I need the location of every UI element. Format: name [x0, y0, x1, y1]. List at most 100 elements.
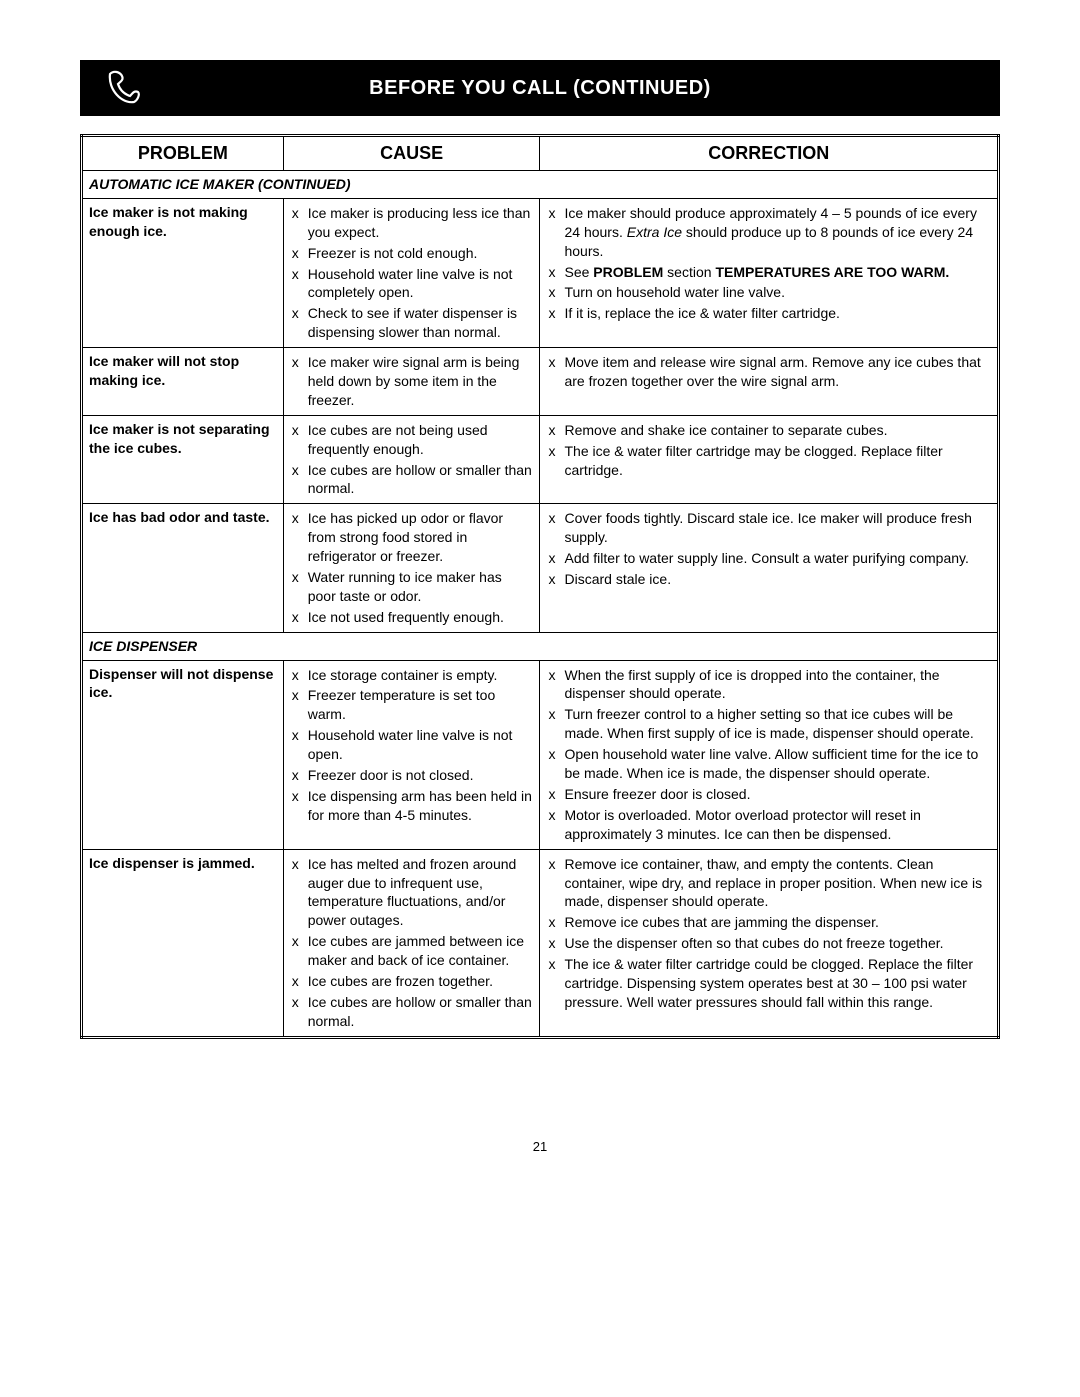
bullet-x: x	[290, 244, 308, 263]
correction-item: xRemove ice container, thaw, and empty t…	[546, 854, 991, 913]
correction-cell: xMove item and release wire signal arm. …	[540, 348, 999, 416]
bullet-x: x	[290, 932, 308, 951]
cause-item: xHousehold water line valve is not compl…	[290, 264, 534, 304]
correction-item: xCover foods tightly. Discard stale ice.…	[546, 508, 991, 548]
correction-item: xTurn freezer control to a higher settin…	[546, 704, 991, 744]
bullet-x: x	[290, 353, 308, 372]
correction-text: When the first supply of ice is dropped …	[564, 666, 991, 704]
cause-text: Ice maker wire signal arm is being held …	[308, 353, 534, 410]
correction-cell: xIce maker should produce approximately …	[540, 198, 999, 347]
section-row: ICE DISPENSER	[82, 632, 999, 660]
bullet-x: x	[290, 568, 308, 587]
correction-list: xWhen the first supply of ice is dropped…	[546, 665, 991, 845]
bullet-x: x	[546, 855, 564, 874]
bullet-x: x	[546, 509, 564, 528]
correction-item: xWhen the first supply of ice is dropped…	[546, 665, 991, 705]
bullet-x: x	[290, 204, 308, 223]
cause-item: xIce maker is producing less ice than yo…	[290, 203, 534, 243]
problem-cell: Ice maker will not stop making ice.	[82, 348, 284, 416]
section-title: AUTOMATIC ICE MAKER (CONTINUED)	[82, 171, 999, 199]
cause-text: Ice storage container is empty.	[308, 666, 534, 685]
correction-item: xRemove and shake ice container to separ…	[546, 420, 991, 441]
bullet-x: x	[290, 265, 308, 284]
cause-list: xIce storage container is empty.xFreezer…	[290, 665, 534, 826]
correction-item: xIce maker should produce approximately …	[546, 203, 991, 262]
correction-text: Turn freezer control to a higher setting…	[564, 705, 991, 743]
section-title: ICE DISPENSER	[82, 632, 999, 660]
table-row: Ice has bad odor and taste.xIce has pick…	[82, 504, 999, 632]
correction-text: Ensure freezer door is closed.	[564, 785, 991, 804]
correction-list: xCover foods tightly. Discard stale ice.…	[546, 508, 991, 590]
cause-list: xIce cubes are not being used frequently…	[290, 420, 534, 500]
table-row: Ice dispenser is jammed.xIce has melted …	[82, 849, 999, 1037]
cause-item: xIce maker wire signal arm is being held…	[290, 352, 534, 411]
cause-text: Ice maker is producing less ice than you…	[308, 204, 534, 242]
cause-text: Freezer temperature is set too warm.	[308, 686, 534, 724]
problem-cell: Ice dispenser is jammed.	[82, 849, 284, 1037]
cause-list: xIce has picked up odor or flavor from s…	[290, 508, 534, 627]
cause-item: xIce not used frequently enough.	[290, 607, 534, 628]
col-correction: CORRECTION	[540, 136, 999, 171]
bullet-x: x	[546, 549, 564, 568]
bullet-x: x	[290, 666, 308, 685]
cause-cell: xIce maker is producing less ice than yo…	[283, 198, 540, 347]
cause-item: xIce cubes are hollow or smaller than no…	[290, 460, 534, 500]
correction-text: Discard stale ice.	[564, 570, 991, 589]
problem-cell: Ice has bad odor and taste.	[82, 504, 284, 632]
correction-cell: xCover foods tightly. Discard stale ice.…	[540, 504, 999, 632]
correction-text: Open household water line valve. Allow s…	[564, 745, 991, 783]
header-row: PROBLEM CAUSE CORRECTION	[82, 136, 999, 171]
correction-list: xIce maker should produce approximately …	[546, 203, 991, 324]
correction-item: xThe ice & water filter cartridge may be…	[546, 441, 991, 481]
banner-title: BEFORE YOU CALL (CONTINUED)	[140, 77, 940, 100]
cause-item: xIce has melted and frozen around auger …	[290, 854, 534, 932]
correction-text: Move item and release wire signal arm. R…	[564, 353, 991, 391]
cause-text: Water running to ice maker has poor tast…	[308, 568, 534, 606]
cause-item: xHousehold water line valve is not open.	[290, 725, 534, 765]
page: BEFORE YOU CALL (CONTINUED) PROBLEM CAUS…	[0, 0, 1080, 1194]
correction-list: xMove item and release wire signal arm. …	[546, 352, 991, 392]
correction-item: xIf it is, replace the ice & water filte…	[546, 303, 991, 324]
cause-item: xIce dispensing arm has been held in for…	[290, 786, 534, 826]
correction-item: xMotor is overloaded. Motor overload pro…	[546, 805, 991, 845]
bullet-x: x	[290, 686, 308, 705]
cause-item: xFreezer temperature is set too warm.	[290, 685, 534, 725]
cause-text: Ice cubes are hollow or smaller than nor…	[308, 993, 534, 1031]
bullet-x: x	[290, 766, 308, 785]
section-row: AUTOMATIC ICE MAKER (CONTINUED)	[82, 171, 999, 199]
bullet-x: x	[290, 855, 308, 874]
cause-text: Freezer is not cold enough.	[308, 244, 534, 263]
bullet-x: x	[546, 204, 564, 223]
bullet-x: x	[546, 283, 564, 302]
correction-item: xMove item and release wire signal arm. …	[546, 352, 991, 392]
bullet-x: x	[546, 421, 564, 440]
correction-text: Remove ice cubes that are jamming the di…	[564, 913, 991, 932]
cause-cell: xIce maker wire signal arm is being held…	[283, 348, 540, 416]
correction-item: xSee PROBLEM section TEMPERATURES ARE TO…	[546, 262, 991, 283]
correction-item: xAdd filter to water supply line. Consul…	[546, 548, 991, 569]
bullet-x: x	[546, 666, 564, 685]
cause-text: Freezer door is not closed.	[308, 766, 534, 785]
correction-text: The ice & water filter cartridge could b…	[564, 955, 991, 1012]
phone-icon	[100, 68, 140, 108]
correction-text: Motor is overloaded. Motor overload prot…	[564, 806, 991, 844]
cause-item: xCheck to see if water dispenser is disp…	[290, 303, 534, 343]
cause-text: Check to see if water dispenser is dispe…	[308, 304, 534, 342]
col-problem: PROBLEM	[82, 136, 284, 171]
cause-item: xIce cubes are frozen together.	[290, 971, 534, 992]
bullet-x: x	[290, 787, 308, 806]
correction-text: Turn on household water line valve.	[564, 283, 991, 302]
cause-cell: xIce has melted and frozen around auger …	[283, 849, 540, 1037]
problem-cell: Ice maker is not separating the ice cube…	[82, 415, 284, 504]
correction-item: xTurn on household water line valve.	[546, 282, 991, 303]
correction-text: Cover foods tightly. Discard stale ice. …	[564, 509, 991, 547]
cause-text: Ice cubes are frozen together.	[308, 972, 534, 991]
bullet-x: x	[290, 461, 308, 480]
bullet-x: x	[546, 353, 564, 372]
correction-item: xEnsure freezer door is closed.	[546, 784, 991, 805]
correction-text: The ice & water filter cartridge may be …	[564, 442, 991, 480]
correction-text: Ice maker should produce approximately 4…	[564, 204, 991, 261]
cause-item: xFreezer door is not closed.	[290, 765, 534, 786]
troubleshooting-table: PROBLEM CAUSE CORRECTION AUTOMATIC ICE M…	[80, 134, 1000, 1039]
bullet-x: x	[290, 509, 308, 528]
